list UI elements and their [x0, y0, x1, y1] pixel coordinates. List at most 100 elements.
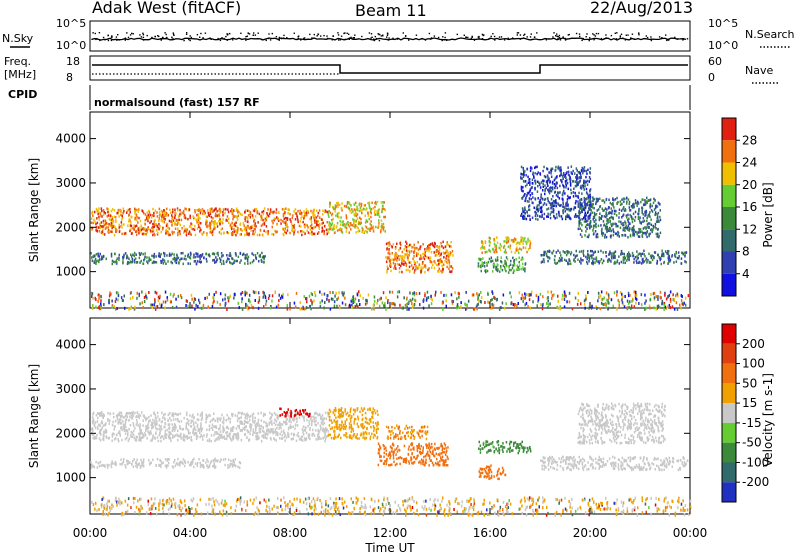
echo-cell: [643, 203, 645, 206]
echo-cell: [240, 233, 242, 236]
echo-cell: [237, 211, 239, 214]
echo-cell: [509, 291, 511, 295]
noise-dot: [429, 38, 432, 40]
echo-cell: [358, 209, 361, 213]
echo-cell: [91, 259, 94, 262]
echo-cell: [136, 296, 138, 300]
echo-cell: [408, 253, 410, 257]
echo-cell: [404, 261, 406, 264]
echo-cell: [431, 298, 433, 302]
echo-cell: [91, 295, 93, 299]
echo-cell: [507, 236, 509, 239]
echo-cell: [355, 212, 357, 215]
echo-cell: [188, 509, 190, 513]
echo-cell: [433, 245, 436, 249]
echo-cell: [500, 260, 502, 263]
echo-cell: [632, 231, 634, 235]
echo-cell: [293, 233, 295, 236]
echo-cell: [430, 266, 433, 269]
echo-cell: [574, 296, 577, 300]
echo-cell: [437, 262, 440, 266]
echo-cell: [265, 230, 267, 234]
noise-dot: [165, 37, 167, 39]
echo-cell: [641, 211, 643, 215]
echo-cell: [618, 303, 620, 307]
echo-cell: [163, 260, 166, 263]
echo-cell: [422, 306, 425, 310]
echo-cell: [100, 302, 102, 306]
echo-cell: [233, 230, 236, 233]
echo-cell: [148, 291, 150, 294]
echo-cell: [264, 255, 266, 258]
echo-cell: [493, 295, 495, 299]
echo-cell: [549, 302, 551, 306]
echo-cell: [450, 513, 452, 516]
echo-cell: [349, 209, 351, 213]
echo-cell: [627, 220, 630, 224]
echo-cell: [146, 211, 149, 214]
echo-cell: [359, 507, 361, 511]
echo-cell: [612, 252, 614, 255]
echo-cell: [488, 236, 491, 240]
echo-cell: [641, 234, 643, 237]
echo-cell: [464, 302, 466, 306]
echo-cell: [634, 296, 637, 300]
echo-cell: [639, 252, 641, 255]
echo-cell: [562, 508, 564, 512]
echo-cell: [644, 214, 646, 217]
echo-cell: [572, 180, 575, 183]
echo-cell: [516, 246, 518, 249]
echo-cell: [234, 509, 237, 513]
echo-cell: [394, 263, 397, 266]
echo-cell: [513, 305, 516, 309]
echo-cell: [594, 250, 596, 254]
echo-cell: [334, 294, 336, 298]
echo-cell: [684, 296, 687, 300]
echo-cell: [161, 502, 164, 506]
echo-cell: [92, 503, 95, 507]
echo-cell: [360, 500, 363, 504]
echo-cell: [263, 257, 265, 260]
echo-cell: [605, 228, 608, 231]
echo-cell: [349, 304, 352, 308]
echo-cell: [604, 236, 606, 239]
echo-cell: [237, 301, 240, 305]
echo-cell: [419, 247, 421, 250]
echo-cell: [147, 219, 149, 223]
echo-cell: [250, 229, 252, 232]
echo-cell: [313, 226, 315, 229]
echo-cell: [632, 226, 634, 230]
echo-cell: [447, 258, 449, 262]
noise-dot: [99, 39, 101, 42]
echo-cell: [318, 225, 320, 228]
echo-cell: [480, 290, 482, 294]
echo-cell: [218, 502, 220, 506]
echo-cell: [135, 253, 137, 256]
echo-cell: [316, 209, 318, 212]
echo-cell: [257, 291, 260, 295]
echo-cell: [413, 291, 416, 295]
echo-cell: [605, 496, 607, 500]
echo-cell: [648, 234, 650, 238]
echo-cell: [206, 221, 208, 224]
noise-dot: [470, 37, 472, 40]
echo-cell: [307, 210, 309, 213]
echo-cell: [442, 268, 444, 271]
echo-cell: [122, 261, 124, 265]
echo-cell: [445, 257, 447, 260]
echo-cell: [188, 208, 191, 211]
noise-dot: [313, 33, 315, 36]
echo-cell: [522, 266, 524, 269]
echo-cell: [631, 206, 634, 209]
echo-cell: [623, 257, 625, 261]
echo-cell: [379, 230, 382, 234]
echo-cell: [421, 267, 423, 271]
echo-cell: [179, 259, 181, 262]
echo-cell: [277, 303, 280, 307]
echo-cell: [428, 244, 430, 247]
echo-cell: [194, 209, 196, 212]
echo-cell: [664, 506, 667, 510]
echo-cell: [208, 211, 211, 215]
echo-cell: [623, 255, 626, 259]
echo-cell: [334, 502, 336, 505]
